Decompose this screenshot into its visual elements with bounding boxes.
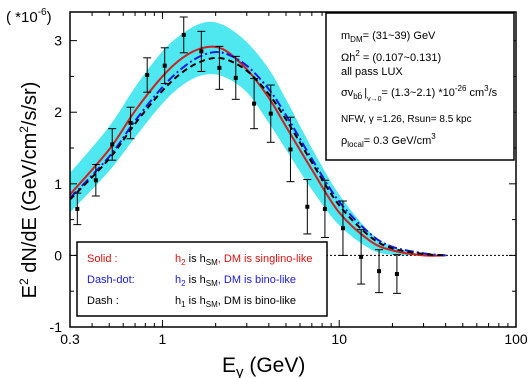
data-point [73, 192, 82, 226]
point-marker [128, 120, 133, 125]
x-tick-label: 10 [331, 331, 347, 347]
data-point [108, 128, 117, 161]
y-tick-label: 0 [54, 247, 62, 263]
point-marker [377, 269, 382, 274]
point-marker [162, 63, 167, 68]
data-point [91, 163, 100, 197]
param-lux: all pass LUX [341, 66, 403, 78]
data-point [215, 45, 224, 90]
point-marker [359, 254, 364, 259]
point-marker [110, 142, 115, 147]
point-marker [340, 226, 345, 231]
y-multiplier: ( *10-6) [6, 7, 52, 26]
point-marker [75, 206, 80, 211]
series-dashdot [70, 51, 446, 257]
y-tick-label: 3 [54, 33, 62, 49]
data-point [179, 16, 188, 54]
point-marker [252, 101, 257, 106]
plot-frame [69, 11, 517, 328]
param-nfw: NFW, γ =1.26, Rsun= 8.5 kpc [341, 114, 472, 125]
parameter-box: mDM= (31~39) GeV Ωh2 = (0.107~0.131) all… [325, 12, 515, 161]
x-tick-label: 1 [159, 331, 167, 347]
legend: Solid : h2 is hSM, DM is singlino-like Das… [76, 241, 328, 317]
series-dash [70, 56, 446, 257]
point-marker [93, 178, 98, 183]
point-marker [217, 65, 222, 70]
x-tick-label: 100 [504, 331, 528, 347]
y-axis-label: E2 dN/dE (GeV/cm2/s/sr) [17, 82, 41, 299]
point-marker [288, 147, 293, 152]
data-point [231, 55, 240, 100]
data-point [357, 229, 366, 285]
x-tick-label: 0.3 [60, 331, 80, 347]
param-rho: ρlocal= 0.3 GeV/cm3 [341, 132, 436, 149]
band-area [70, 21, 446, 256]
param-mass: mDM= (31~39) GeV [341, 30, 436, 44]
point-marker [199, 49, 204, 54]
data-point [338, 200, 347, 256]
point-marker [394, 272, 399, 277]
point-marker [145, 73, 150, 77]
data-point [266, 84, 275, 143]
data-point [375, 249, 384, 294]
data-point [197, 30, 206, 72]
point-marker [322, 206, 327, 211]
axes: 0.3 1 10 100 -1 0 1 2 3 [50, 11, 528, 347]
data-points [73, 16, 401, 294]
data-point [320, 179, 329, 239]
data-point [126, 106, 135, 140]
point-marker [305, 204, 310, 209]
data-point [286, 116, 295, 183]
y-tick-label: 2 [54, 104, 62, 120]
legend-item: Solid : h2 is hSM, DM is singlino-like [87, 253, 313, 267]
y-tick-label: -1 [50, 319, 63, 335]
point-marker [268, 111, 273, 116]
param-omega: Ωh2 = (0.107~0.131) [341, 49, 441, 64]
data-point [303, 179, 312, 235]
point-marker [181, 32, 186, 37]
y-tick-label: 1 [54, 176, 62, 192]
data-point [392, 254, 401, 294]
legend-item: Dash : h1 is hSM, DM is bino-like [87, 295, 296, 309]
data-point [250, 78, 259, 130]
data-point [143, 57, 152, 93]
param-sigma: σvbb̄ |v→0= (1.3~2.1) *10-26 cm3/s [341, 84, 498, 103]
legend-item: Dash-dot: h2 is hSM, DM is bino-like [87, 274, 296, 288]
confidence-band [70, 21, 446, 256]
data-point [160, 47, 169, 85]
point-marker [233, 75, 238, 80]
x-axis-label: Eγ (GeV) [222, 354, 305, 378]
